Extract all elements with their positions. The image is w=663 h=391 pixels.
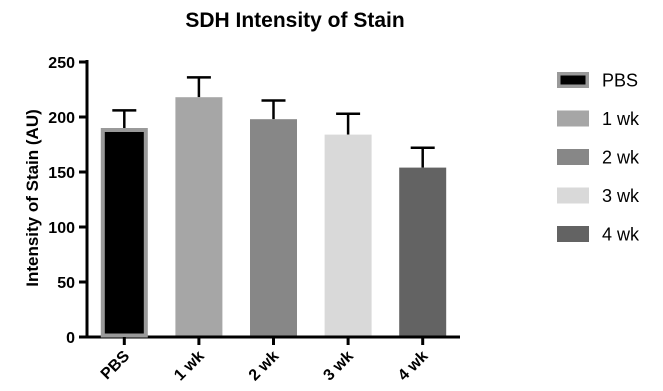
legend-label: 4 wk: [602, 225, 640, 245]
x-tick-label: PBS: [98, 348, 134, 384]
bar-3-wk: [324, 134, 372, 336]
legend-label: 1 wk: [602, 109, 640, 129]
y-tick-label: 50: [57, 275, 75, 292]
bar-pbs: [100, 128, 148, 338]
y-tick-label: 100: [48, 220, 75, 237]
chart-title: SDH Intensity of Stain: [185, 9, 404, 32]
legend-label: 2 wk: [602, 148, 640, 168]
plot-area: 0 50 100 150 200 250 PBS 1 wk 2 wk 3 wk 4 wk: [48, 55, 460, 384]
legend-swatch: [557, 226, 589, 242]
legend-label: PBS: [602, 71, 638, 91]
legend-swatch: [557, 149, 589, 165]
y-tick-label: 200: [48, 110, 75, 127]
x-tick-label: 1 wk: [171, 348, 208, 385]
y-tick-label: 150: [48, 165, 75, 182]
y-tick-label: 0: [66, 330, 75, 347]
x-tick-label: 3 wk: [320, 348, 357, 385]
bar-4-wk: [399, 167, 447, 336]
y-tick-label: 250: [48, 55, 75, 72]
bar-1-wk: [175, 97, 223, 336]
legend-label: 3 wk: [602, 186, 640, 206]
y-axis-label: Intensity of Stain (AU): [23, 109, 42, 287]
x-tick-label: 2 wk: [246, 348, 283, 385]
bar-2-wk: [250, 119, 297, 336]
legend-swatch: [557, 110, 589, 127]
legend: PBS 1 wk 2 wk 3 wk 4 wk: [557, 71, 640, 245]
legend-swatch: [557, 72, 589, 88]
legend-swatch: [557, 187, 589, 204]
x-tick-label: 4 wk: [395, 348, 432, 385]
